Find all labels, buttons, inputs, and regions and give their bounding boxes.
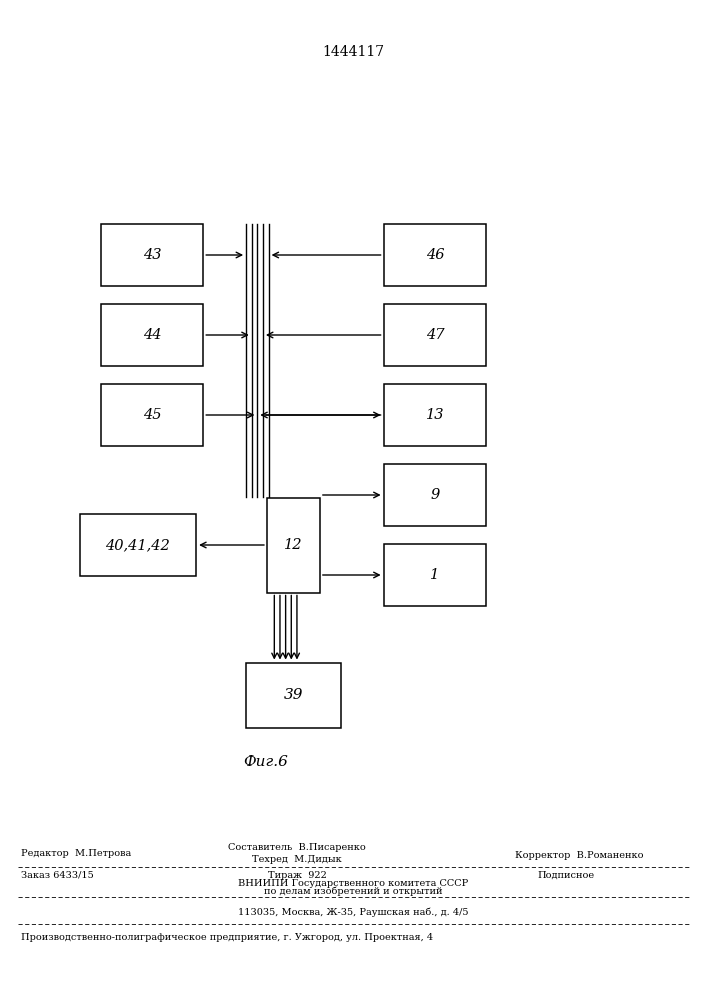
Text: 43: 43	[143, 248, 161, 262]
Bar	[246, 663, 341, 728]
Text: 13: 13	[426, 408, 444, 422]
Text: 39: 39	[284, 688, 303, 702]
Text: 1444117: 1444117	[322, 45, 385, 59]
Text: Техред  М.Дидык: Техред М.Дидык	[252, 856, 341, 864]
Text: по делам изобретений и открытий: по делам изобретений и открытий	[264, 886, 443, 896]
Text: ВНИИПИ Государственного комитета СССР: ВНИИПИ Государственного комитета СССР	[238, 879, 469, 888]
Text: 40,41,42: 40,41,42	[105, 538, 170, 552]
Bar	[384, 304, 486, 366]
Text: 9: 9	[430, 488, 440, 502]
Text: 1: 1	[430, 568, 440, 582]
Text: 113035, Москва, Ж-35, Раушская наб., д. 4/5: 113035, Москва, Ж-35, Раушская наб., д. …	[238, 907, 469, 917]
Text: 12: 12	[284, 538, 303, 552]
Text: Фиг.6: Фиг.6	[243, 755, 288, 769]
Bar	[80, 514, 197, 576]
Bar	[101, 224, 204, 286]
Bar	[101, 304, 204, 366]
Bar	[384, 544, 486, 606]
Text: Составитель  В.Писаренко: Составитель В.Писаренко	[228, 842, 366, 852]
Text: Корректор  В.Романенко: Корректор В.Романенко	[515, 850, 644, 859]
Text: 47: 47	[426, 328, 444, 342]
Text: Редактор  М.Петрова: Редактор М.Петрова	[21, 849, 132, 858]
Text: Подписное: Подписное	[537, 870, 594, 880]
Bar	[384, 464, 486, 526]
Text: Заказ 6433/15: Заказ 6433/15	[21, 870, 94, 880]
Text: Производственно-полиграфическое предприятие, г. Ужгород, ул. Проектная, 4: Производственно-полиграфическое предприя…	[21, 932, 433, 942]
Text: 44: 44	[143, 328, 161, 342]
Bar	[101, 384, 204, 446]
Text: 45: 45	[143, 408, 161, 422]
Bar	[267, 497, 320, 592]
Bar	[384, 224, 486, 286]
Text: Тираж  922: Тираж 922	[267, 870, 327, 880]
Text: 46: 46	[426, 248, 444, 262]
Bar	[384, 384, 486, 446]
